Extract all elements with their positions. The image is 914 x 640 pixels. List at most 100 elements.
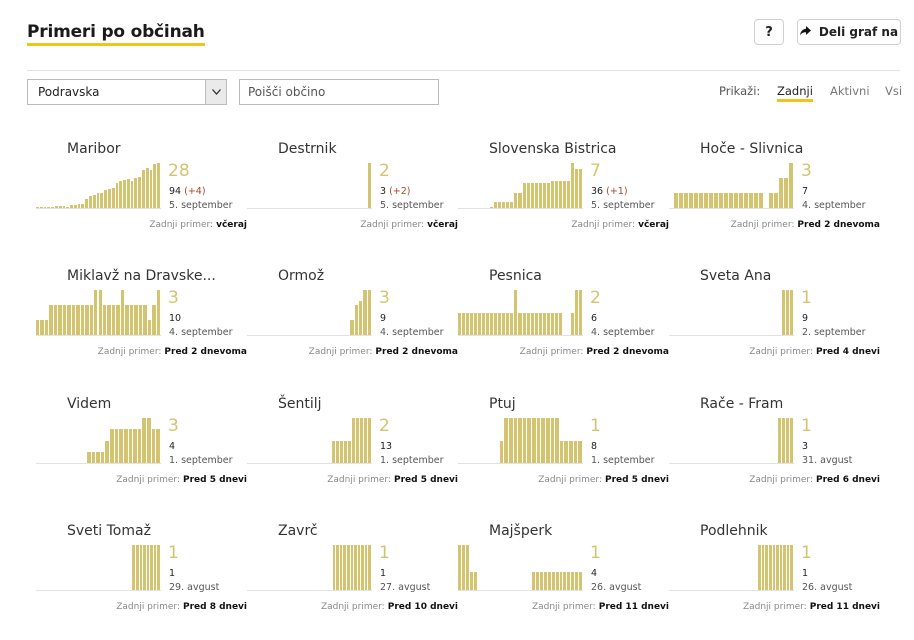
chart-bar bbox=[143, 304, 148, 335]
filter-aktivni[interactable]: Aktivni bbox=[830, 84, 870, 98]
filter-zadnji[interactable]: Zadnji bbox=[777, 84, 813, 102]
chart-bar bbox=[98, 290, 103, 335]
municipality-card[interactable]: Pesnica 2 6 4. september Zadnji primer: Pred… bbox=[458, 268, 669, 378]
chart-bar bbox=[540, 572, 544, 590]
chart-bar bbox=[765, 545, 769, 590]
municipality-card[interactable]: Maribor 28 94 (+4) 5. september Zadnji prime… bbox=[36, 141, 247, 251]
chart-bar bbox=[147, 320, 153, 335]
municipality-card[interactable]: Sveta Ana 1 9 2. september Zadnji primer: Pr… bbox=[669, 268, 880, 378]
chart-bar bbox=[513, 418, 519, 463]
chart-bar bbox=[70, 205, 74, 208]
total-value: 7 bbox=[802, 186, 809, 197]
cases-bar-chart bbox=[247, 290, 372, 336]
chart-bar bbox=[150, 545, 154, 590]
municipality-card[interactable]: Miklavž na Dravske... 3 10 4. september Zad… bbox=[36, 268, 247, 378]
chart-bar bbox=[145, 167, 150, 208]
last-case-date: 4. september bbox=[591, 327, 655, 338]
help-button[interactable]: ? bbox=[754, 19, 784, 45]
last-case-value: Pred 5 dnevi bbox=[393, 475, 458, 485]
chart-bar bbox=[151, 429, 157, 463]
toolbar: Podravska Prikaži: Zadnji Aktivni Vsi bbox=[0, 79, 914, 105]
chart-bar bbox=[77, 203, 82, 208]
chart-bar bbox=[510, 312, 515, 335]
chart-bar bbox=[674, 193, 679, 208]
chart-bar bbox=[506, 201, 511, 208]
municipality-card[interactable]: Ptuj 1 8 1. september Zadnji primer: Pred 5 … bbox=[458, 396, 669, 506]
chart-bar bbox=[502, 312, 507, 335]
chart-bar bbox=[490, 312, 495, 335]
chart-bar bbox=[744, 193, 749, 208]
last-case-row: Zadnji primer: Pred 2 dnevoma bbox=[731, 220, 880, 230]
municipality-card[interactable]: Majšperk 1 4 26. avgust Zadnji primer: Pred … bbox=[458, 523, 669, 633]
chart-bar bbox=[142, 418, 148, 463]
municipality-card[interactable]: Rače - Fram 1 3 31. avgust Zadnji primer: Pr… bbox=[669, 396, 880, 506]
filter-vsi[interactable]: Vsi bbox=[885, 84, 903, 98]
chart-bar bbox=[473, 572, 478, 590]
municipality-card[interactable]: Slovenska Bistrica 7 36 (+1) 5. september Za… bbox=[458, 141, 669, 251]
chart-bar bbox=[332, 545, 337, 590]
recent-case-count: 1 bbox=[801, 288, 812, 308]
chart-bar bbox=[111, 187, 116, 208]
total-value: 1 bbox=[802, 568, 809, 579]
total-cases: 94 (+4) bbox=[169, 186, 206, 197]
chart-bar bbox=[67, 304, 72, 335]
last-case-value: včeraj bbox=[638, 220, 669, 230]
municipality-card[interactable]: Destrnik 2 3 (+2) 5. september Zadnji primer… bbox=[247, 141, 458, 251]
last-case-row: Zadnji primer: Pred 11 dnevi bbox=[743, 602, 880, 612]
chart-bar bbox=[490, 206, 495, 208]
cases-bar-chart bbox=[458, 418, 583, 464]
chart-bar bbox=[153, 164, 158, 208]
chart-bar bbox=[134, 304, 139, 335]
chart-bar bbox=[128, 429, 134, 463]
last-case-value: Pred 10 dnevi bbox=[387, 602, 458, 612]
chart-bar bbox=[146, 545, 151, 590]
last-case-date: 26. avgust bbox=[591, 582, 642, 593]
chart-bar bbox=[699, 193, 704, 208]
municipality-card[interactable]: Sveti Tomaž 1 1 29. avgust Zadnji primer: Pr… bbox=[36, 523, 247, 633]
municipality-card[interactable]: Ormož 3 9 4. september Zadnji primer: Pred 2… bbox=[247, 268, 458, 378]
municipality-card[interactable]: Zavrč 1 1 27. avgust Zadnji primer: Pred 10 … bbox=[247, 523, 458, 633]
chart-bar bbox=[81, 203, 86, 208]
chart-bar bbox=[499, 440, 505, 463]
chart-bar bbox=[367, 290, 372, 335]
chevron-down-icon[interactable] bbox=[205, 80, 226, 104]
municipality-name: Pesnica bbox=[489, 268, 542, 284]
municipality-search-input[interactable] bbox=[239, 79, 439, 105]
municipality-name: Miklavž na Dravske... bbox=[67, 268, 216, 284]
chart-bar bbox=[542, 183, 547, 208]
municipality-name: Šentilj bbox=[278, 396, 322, 412]
last-case-date: 4. september bbox=[380, 327, 444, 338]
chart-bar bbox=[76, 304, 81, 335]
chart-bar bbox=[538, 312, 543, 335]
region-select[interactable]: Podravska bbox=[27, 79, 227, 105]
chart-bar bbox=[368, 163, 372, 208]
chart-bar bbox=[100, 451, 106, 463]
cases-bar-chart bbox=[458, 545, 583, 591]
municipality-card[interactable]: Podlehnik 1 1 26. avgust Zadnji primer: Pred… bbox=[669, 523, 880, 633]
chart-bar bbox=[138, 176, 143, 208]
chart-bar bbox=[49, 304, 54, 335]
last-case-row: Zadnji primer: včeraj bbox=[360, 220, 458, 230]
chart-bar bbox=[102, 304, 108, 335]
chart-bar bbox=[361, 545, 365, 590]
chart-bar bbox=[53, 304, 59, 335]
chart-bar bbox=[100, 192, 105, 208]
chart-bar bbox=[465, 545, 470, 590]
total-cases: 1 bbox=[802, 568, 808, 579]
municipality-card[interactable]: Videm 3 4 1. september Zadnji primer: Pred 5… bbox=[36, 396, 247, 506]
last-case-label: Zadnji primer: bbox=[308, 347, 373, 357]
chart-bar bbox=[470, 312, 475, 335]
total-value: 13 bbox=[380, 441, 393, 452]
municipality-card[interactable]: Hoče - Slivnica 3 7 4. september Zadnji pri… bbox=[669, 141, 880, 251]
municipality-name: Videm bbox=[67, 396, 112, 412]
municipality-card[interactable]: Šentilj 2 13 1. september Zadnji primer: Pre… bbox=[247, 396, 458, 506]
share-button[interactable]: Deli graf na bbox=[797, 19, 901, 45]
chart-bar bbox=[559, 440, 565, 463]
chart-bar bbox=[734, 193, 739, 208]
total-cases: 1 bbox=[380, 568, 386, 579]
chart-bar bbox=[530, 312, 535, 335]
chart-bar bbox=[486, 312, 491, 335]
chart-bar bbox=[769, 545, 773, 590]
share-icon bbox=[799, 25, 811, 39]
chart-bar bbox=[73, 204, 78, 208]
